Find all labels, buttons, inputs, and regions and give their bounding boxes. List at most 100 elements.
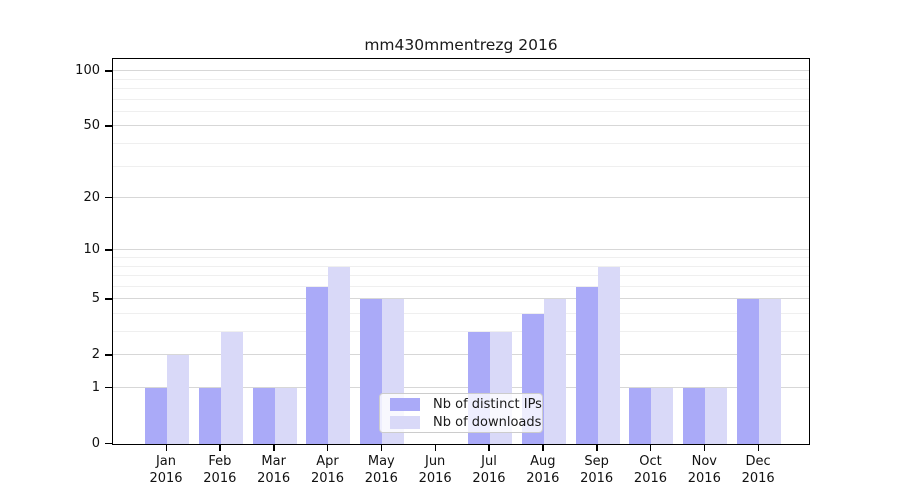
x-tick-mark (703, 445, 706, 451)
x-tick-year: 2016 (526, 470, 560, 486)
major-gridline (113, 298, 809, 300)
x-tick-month: Oct (639, 454, 662, 469)
chart-title: mm430mmentrezg 2016 (364, 36, 558, 54)
legend-swatch-downloads (390, 415, 420, 429)
x-tick-label-jun: Jun 2016 (403, 454, 467, 487)
y-tick-mark (105, 354, 112, 356)
x-tick-month: Jan (155, 454, 177, 469)
x-tick-year: 2016 (687, 470, 721, 486)
x-tick-label-may: May 2016 (349, 454, 413, 487)
minor-gridline (113, 78, 809, 80)
x-tick-year: 2016 (257, 470, 291, 486)
legend-label-distinct-ips: Nb of distinct IPs (433, 396, 542, 412)
y-tick-label: 2 (91, 346, 100, 362)
major-gridline (113, 125, 809, 127)
minor-gridline (113, 98, 809, 100)
bar-distinct-ips-feb (198, 388, 221, 444)
bar-downloads-jan (167, 355, 189, 444)
bar-distinct-ips-apr (306, 286, 329, 444)
legend-item-distinct-ips: Nb of distinct IPs (386, 397, 542, 412)
x-tick-label-oct: Oct 2016 (618, 454, 682, 487)
bar-downloads-feb (220, 332, 243, 444)
x-tick-mark (434, 445, 437, 451)
y-tick-label: 0 (91, 435, 100, 451)
x-tick-label-apr: Apr 2016 (295, 454, 359, 487)
x-tick-year: 2016 (633, 470, 668, 486)
legend-swatch-distinct-ips (390, 397, 420, 411)
x-tick-mark (488, 445, 490, 451)
plot-area: Nb of distinct IPs Nb of downloads (112, 58, 810, 445)
y-tick-mark (105, 387, 112, 389)
x-tick-label-jul: Jul 2016 (457, 454, 521, 487)
minor-gridline (113, 165, 809, 167)
minor-gridline (113, 331, 809, 333)
x-tick-month: Sep (584, 454, 609, 469)
bar-distinct-ips-may (360, 299, 383, 444)
x-tick-month: Jun (424, 454, 446, 469)
x-tick-mark (596, 445, 598, 451)
major-gridline (113, 354, 809, 356)
x-tick-month: Dec (745, 454, 771, 469)
x-tick-label-jan: Jan 2016 (134, 454, 198, 487)
x-tick-year: 2016 (310, 470, 345, 486)
bar-distinct-ips-dec (737, 299, 760, 444)
y-tick-label: 100 (75, 62, 100, 78)
legend-label-downloads: Nb of downloads (433, 414, 542, 430)
minor-gridline (113, 312, 809, 314)
x-tick-year: 2016 (580, 470, 614, 486)
bar-distinct-ips-oct (629, 388, 652, 444)
legend: Nb of distinct IPs Nb of downloads (379, 393, 543, 433)
major-gridline (113, 249, 809, 251)
y-tick-mark (105, 125, 112, 127)
x-tick-month: Jul (481, 454, 497, 469)
x-tick-mark (326, 445, 329, 451)
x-tick-month: Nov (691, 454, 717, 469)
bar-downloads-aug (543, 299, 566, 444)
x-tick-mark (165, 445, 167, 451)
x-tick-label-dec: Dec 2016 (726, 454, 790, 487)
x-tick-month: Aug (530, 454, 556, 469)
x-tick-year: 2016 (203, 470, 237, 486)
x-tick-label-aug: Aug 2016 (511, 454, 575, 487)
x-tick-month: Feb (208, 454, 232, 469)
minor-gridline (113, 110, 809, 112)
x-tick-mark (273, 445, 275, 451)
y-tick-label: 1 (91, 379, 100, 395)
x-tick-month: May (367, 454, 395, 469)
y-tick-mark (105, 70, 112, 72)
x-tick-mark (219, 445, 221, 451)
x-tick-mark (542, 445, 544, 451)
bar-downloads-oct (651, 388, 674, 444)
x-tick-label-nov: Nov 2016 (672, 454, 736, 487)
bar-distinct-ips-jan (145, 388, 167, 444)
bar-distinct-ips-nov (683, 388, 706, 444)
y-tick-mark (105, 298, 112, 300)
y-tick-mark (105, 443, 112, 445)
major-gridline (113, 197, 809, 199)
bar-distinct-ips-sep (575, 286, 598, 444)
minor-gridline (113, 143, 809, 145)
x-tick-year: 2016 (418, 470, 452, 486)
y-tick-mark (105, 249, 112, 251)
minor-gridline (113, 257, 809, 258)
minor-gridline (113, 275, 809, 277)
x-tick-label-feb: Feb 2016 (188, 454, 252, 487)
x-tick-year: 2016 (741, 470, 775, 486)
minor-gridline (113, 285, 809, 287)
x-tick-year: 2016 (149, 470, 183, 486)
bar-distinct-ips-mar (252, 388, 275, 444)
major-gridline (113, 70, 809, 72)
x-tick-month: Apr (316, 454, 339, 469)
x-tick-label-mar: Mar 2016 (242, 454, 306, 487)
x-tick-mark (380, 445, 383, 451)
legend-item-downloads: Nb of downloads (386, 415, 541, 430)
minor-gridline (113, 265, 809, 267)
y-tick-label: 50 (83, 117, 100, 133)
bar-downloads-sep (597, 266, 620, 444)
y-tick-label: 20 (83, 189, 100, 205)
x-tick-mark (649, 445, 652, 451)
y-tick-mark (105, 197, 112, 199)
x-tick-year: 2016 (472, 470, 506, 486)
bar-downloads-apr (328, 266, 351, 444)
